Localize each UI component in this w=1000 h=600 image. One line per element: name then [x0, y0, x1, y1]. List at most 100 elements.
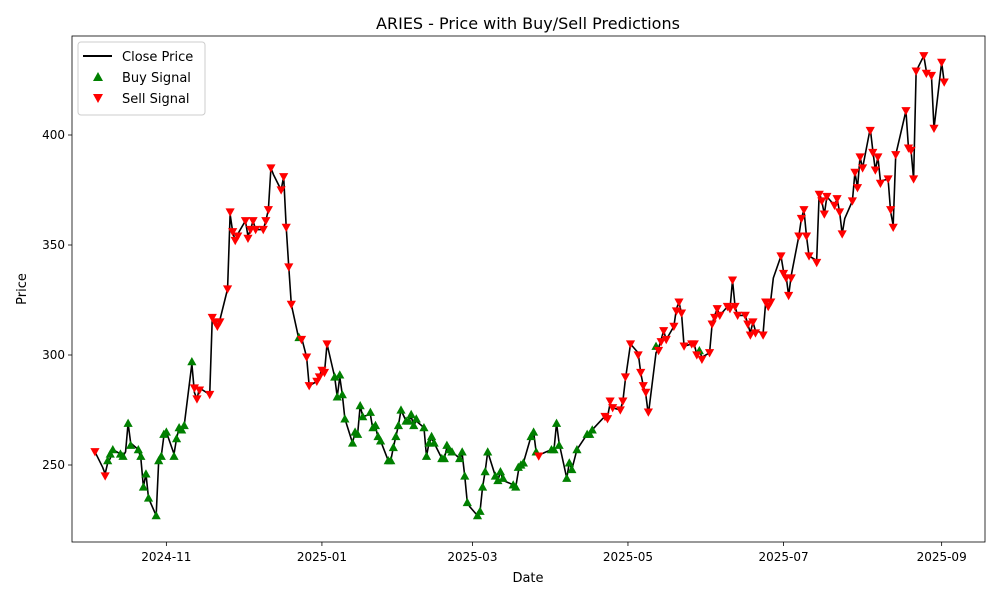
- sell-signal-marker: [743, 320, 753, 329]
- y-axis-label: Price: [15, 273, 30, 305]
- buy-signal-marker: [562, 473, 572, 482]
- sell-signal-marker: [804, 252, 814, 261]
- x-axis-ticks: 2024-11 2025-01 2025-03 2025-05 2025-07 2025-…: [141, 542, 967, 564]
- sell-signal-marker: [919, 52, 929, 61]
- sell-signal-marker: [659, 327, 669, 336]
- sell-signal-marker: [715, 311, 725, 320]
- axes-frame: [71, 35, 986, 543]
- buy-signal-marker: [567, 464, 577, 474]
- buy-signal-marker: [358, 412, 368, 421]
- sell-signal-marker: [911, 67, 921, 76]
- x-tick-label: 2024-11: [141, 550, 191, 564]
- sell-signal-marker: [750, 329, 761, 338]
- buy-signal-marker: [347, 438, 358, 447]
- sell-signal-marker: [194, 386, 205, 395]
- buy-signal-marker: [370, 420, 381, 430]
- sell-signal-marker: [873, 153, 883, 162]
- buy-signal-marker: [169, 451, 179, 460]
- sell-signal-marker: [314, 373, 324, 382]
- buy-signal-marker: [518, 458, 528, 467]
- sell-signal-marker: [286, 300, 296, 309]
- sell-signal-marker: [814, 190, 824, 199]
- buy-signal-marker: [161, 427, 171, 436]
- buy-signal-marker: [460, 471, 470, 480]
- sell-signal-marker: [784, 291, 794, 301]
- sell-signal-marker: [189, 384, 200, 393]
- buy-signal-marker: [498, 473, 508, 482]
- sell-signal-marker: [891, 151, 901, 160]
- sell-signal-marker: [319, 368, 330, 378]
- sell-signal-marker: [605, 397, 615, 406]
- sell-signal-marker: [835, 208, 845, 217]
- buy-signal-marker: [105, 449, 115, 458]
- buy-signal-marker: [332, 392, 342, 401]
- sell-signal-marker: [921, 69, 931, 78]
- sell-signal-marker: [794, 232, 804, 241]
- buy-signal-marker: [475, 506, 485, 515]
- sell-signal-marker: [883, 175, 893, 184]
- buy-signal-marker: [421, 451, 432, 460]
- buy-signal-marker: [355, 401, 365, 410]
- buy-signal-marker: [126, 440, 136, 449]
- sell-signal-marker: [819, 210, 829, 219]
- sell-signal-marker: [812, 258, 822, 268]
- x-tick-label: 2025-03: [447, 550, 497, 564]
- x-axis-label: Date: [512, 571, 543, 586]
- sell-signal-marker: [847, 197, 857, 206]
- y-axis-ticks: 250 300 350 400: [42, 128, 72, 472]
- buy-signal-marker: [138, 482, 149, 491]
- sell-signal-marker: [643, 408, 653, 417]
- chart-title: ARIES - Price with Buy/Sell Predictions: [376, 14, 680, 33]
- buy-signal-marker: [585, 429, 595, 438]
- sell-signal-marker: [266, 164, 276, 173]
- sell-signal-marker: [625, 340, 636, 349]
- legend-close-label: Close Price: [122, 50, 193, 65]
- sell-signal-marker: [748, 318, 758, 327]
- sell-signal-marker: [248, 217, 258, 226]
- sell-signal-marker: [251, 225, 261, 235]
- buy-signal-marker: [426, 431, 437, 441]
- sell-signal-marker: [875, 179, 886, 188]
- buy-signal-marker: [123, 418, 133, 427]
- sell-signal-marker: [653, 346, 664, 356]
- sell-signal-marker: [215, 318, 225, 327]
- buy-signal-marker: [493, 475, 503, 485]
- sell-signal-marker: [886, 206, 896, 215]
- buy-signal-marker: [409, 420, 419, 430]
- buy-signal-marker: [564, 458, 574, 467]
- sell-signal-marker: [602, 415, 613, 424]
- sell-signal-marker: [261, 217, 271, 226]
- sell-signal-marker: [233, 232, 243, 241]
- buy-signal-marker: [587, 425, 597, 434]
- legend-sell-swatch: [93, 94, 103, 103]
- legend-buy-label: Buy Signal: [122, 71, 191, 86]
- sell-signal-marker: [926, 71, 937, 81]
- legend: Close Price Buy Signal Sell Signal: [77, 41, 206, 116]
- sell-signal-marker: [534, 452, 544, 461]
- buy-signal-marker: [406, 409, 416, 419]
- buy-signal-marker: [330, 372, 340, 381]
- buy-signal-marker: [151, 511, 161, 520]
- sell-signal-marker: [929, 124, 939, 133]
- buy-signal-marker: [477, 482, 488, 491]
- buy-signal-marker: [396, 405, 406, 414]
- buy-signal-marker: [108, 445, 118, 454]
- sell-signal-marker: [778, 269, 789, 279]
- buy-signal-marker: [171, 434, 182, 443]
- signal-marker-layer: [90, 52, 949, 520]
- buy-signal-marker: [141, 469, 151, 478]
- buy-signal-marker: [386, 456, 396, 465]
- sell-signal-marker: [776, 252, 786, 261]
- buy-signal-marker: [429, 438, 439, 447]
- sell-signal-marker: [641, 388, 651, 397]
- sell-signal-marker: [258, 225, 268, 235]
- sell-signal-marker: [799, 206, 809, 215]
- buy-signal-marker: [526, 431, 536, 441]
- sell-signal-marker: [707, 320, 717, 329]
- sell-signal-marker: [633, 351, 643, 360]
- sell-signal-marker: [865, 126, 875, 136]
- sell-signal-marker: [832, 195, 842, 204]
- sell-signal-marker: [697, 355, 707, 364]
- sell-signal-marker: [192, 395, 202, 404]
